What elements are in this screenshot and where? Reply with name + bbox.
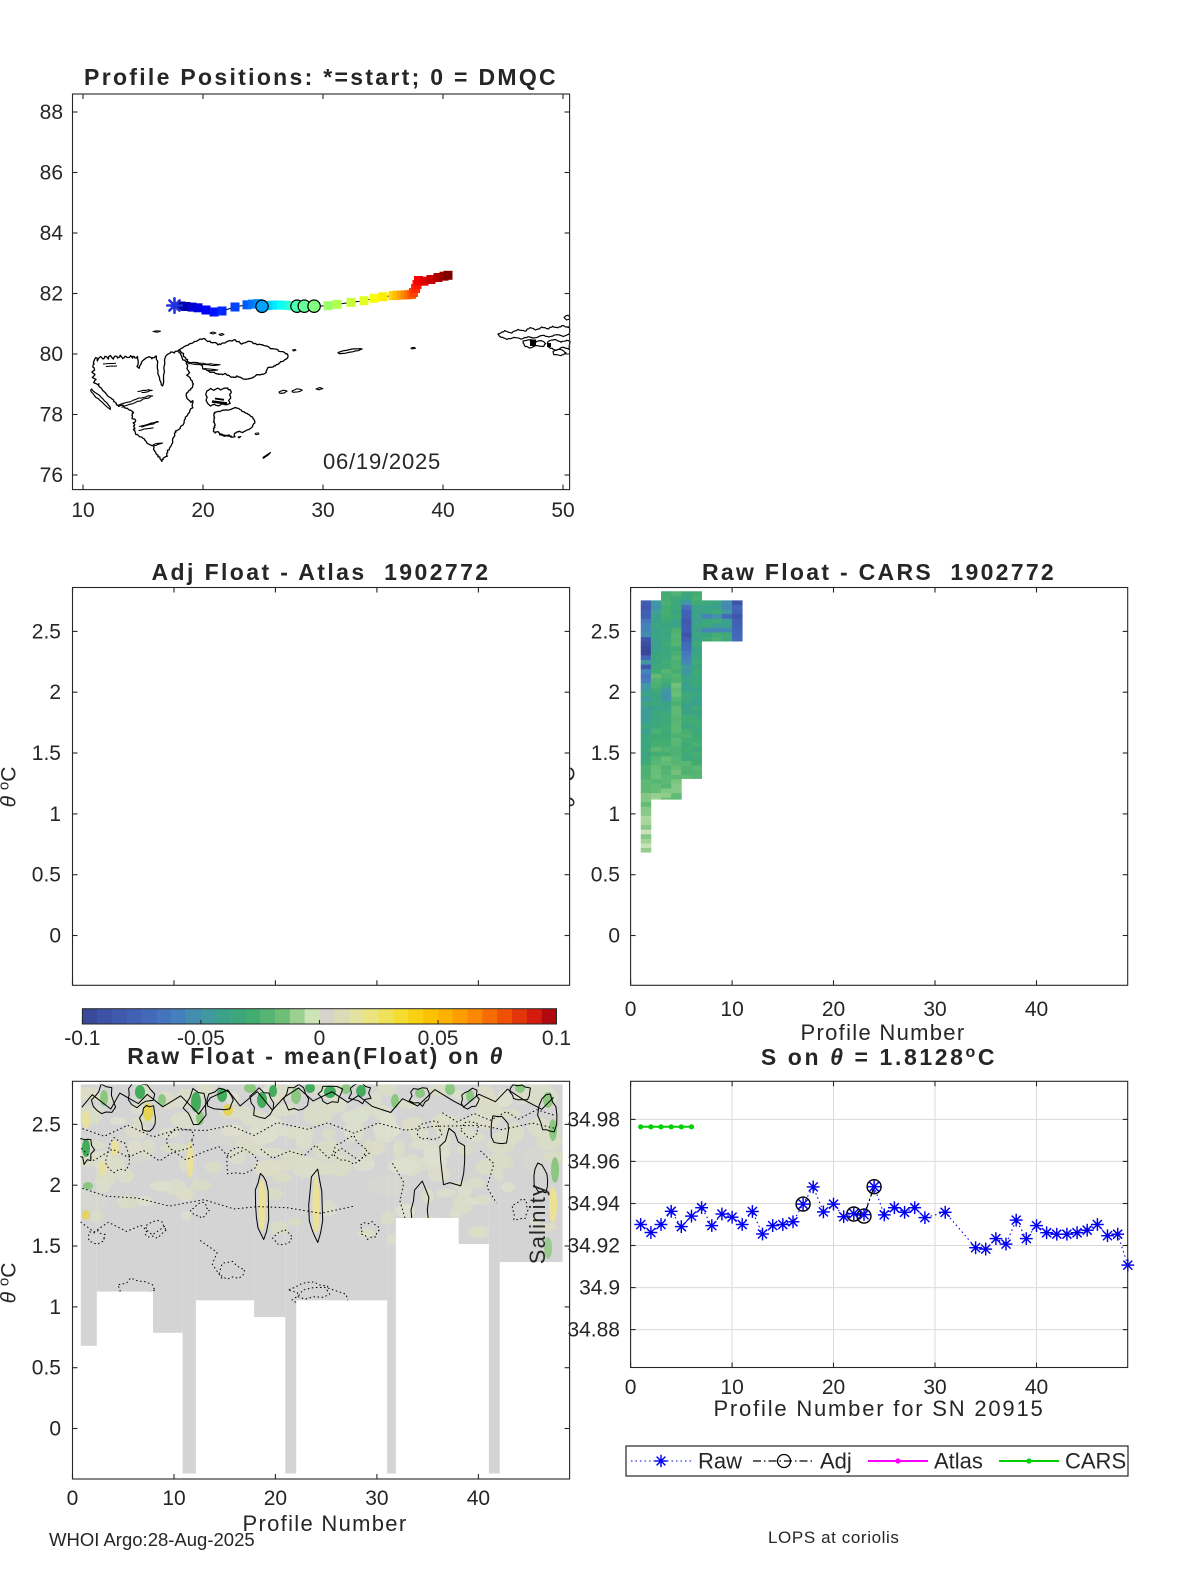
- svg-text:-0.1: -0.1: [64, 1027, 100, 1050]
- svg-text:0.1: 0.1: [542, 1027, 571, 1050]
- svg-text:40: 40: [1025, 998, 1048, 1021]
- svg-text:30: 30: [923, 1376, 946, 1399]
- svg-text:0.5: 0.5: [32, 1357, 61, 1380]
- svg-text:Adj Float - Atlas 1902772: Adj Float - Atlas 1902772: [152, 559, 491, 585]
- svg-text:20: 20: [191, 499, 214, 522]
- svg-text:0.5: 0.5: [32, 864, 61, 887]
- svg-text:2: 2: [49, 681, 61, 704]
- svg-text:2.5: 2.5: [32, 1113, 61, 1136]
- svg-text:34.88: 34.88: [567, 1319, 620, 1342]
- svg-text:0: 0: [49, 1418, 61, 1441]
- svg-text:1: 1: [49, 1296, 61, 1319]
- svg-text:0.5: 0.5: [591, 864, 620, 887]
- svg-text:WHOI Argo:28-Aug-2025: WHOI Argo:28-Aug-2025: [49, 1529, 255, 1550]
- svg-text:34.92: 34.92: [567, 1235, 620, 1258]
- svg-text:06/19/2025: 06/19/2025: [323, 449, 441, 474]
- svg-text:Adj: Adj: [820, 1449, 852, 1474]
- svg-text:-0.05: -0.05: [177, 1027, 225, 1050]
- svg-text:10: 10: [71, 499, 94, 522]
- svg-text:20: 20: [822, 1376, 845, 1399]
- svg-text:34.94: 34.94: [567, 1193, 620, 1216]
- svg-text:2: 2: [608, 681, 620, 704]
- svg-text:10: 10: [162, 1487, 185, 1510]
- svg-text:0.05: 0.05: [418, 1027, 459, 1050]
- svg-text:84: 84: [40, 222, 64, 245]
- svg-text:1: 1: [49, 803, 61, 826]
- svg-text:Profile Positions: *=start; 0: Profile Positions: *=start; 0 = DMQC: [84, 64, 558, 90]
- svg-text:Raw Float - CARS 1902772: Raw Float - CARS 1902772: [702, 559, 1056, 585]
- svg-text:30: 30: [311, 499, 334, 522]
- svg-text:20: 20: [822, 998, 845, 1021]
- svg-text:2: 2: [49, 1174, 61, 1197]
- svg-text:2.5: 2.5: [32, 620, 61, 643]
- svg-text:Raw Float - mean(Float) on θ: Raw Float - mean(Float) on θ: [127, 1043, 505, 1069]
- svg-text:θ oC: θ oC: [0, 1263, 21, 1304]
- svg-text:Profile Number for SN 20915: Profile Number for SN 20915: [713, 1396, 1044, 1421]
- svg-text:0: 0: [625, 1376, 637, 1399]
- svg-text:Profile Number: Profile Number: [243, 1511, 408, 1536]
- svg-text:10: 10: [720, 998, 743, 1021]
- svg-text:86: 86: [40, 162, 63, 185]
- svg-text:CARS: CARS: [1065, 1449, 1126, 1474]
- svg-text:0: 0: [625, 998, 637, 1021]
- svg-text:80: 80: [40, 343, 63, 366]
- svg-text:Atlas: Atlas: [934, 1449, 983, 1474]
- svg-text:θ oC: θ oC: [0, 767, 21, 808]
- svg-text:34.96: 34.96: [567, 1150, 620, 1173]
- svg-text:1: 1: [608, 803, 620, 826]
- svg-text:2.5: 2.5: [591, 620, 620, 643]
- svg-text:1.5: 1.5: [591, 742, 620, 765]
- svg-text:Profile Number: Profile Number: [801, 1020, 966, 1045]
- svg-text:82: 82: [40, 283, 63, 306]
- svg-text:Raw: Raw: [698, 1449, 742, 1474]
- svg-text:10: 10: [720, 1376, 743, 1399]
- svg-text:34.98: 34.98: [567, 1108, 620, 1131]
- svg-text:LOPS at coriolis: LOPS at coriolis: [768, 1528, 899, 1547]
- svg-text:Salinity: Salinity: [525, 1184, 550, 1265]
- svg-text:S on θ = 1.8128oC: S on θ = 1.8128oC: [761, 1044, 997, 1070]
- svg-text:30: 30: [365, 1487, 388, 1510]
- svg-text:20: 20: [264, 1487, 287, 1510]
- svg-text:76: 76: [40, 464, 63, 487]
- svg-text:40: 40: [1025, 1376, 1048, 1399]
- svg-text:78: 78: [40, 404, 63, 427]
- svg-text:0: 0: [608, 925, 620, 948]
- svg-text:40: 40: [467, 1487, 490, 1510]
- svg-text:40: 40: [431, 499, 454, 522]
- svg-text:30: 30: [923, 998, 946, 1021]
- svg-text:0: 0: [67, 1487, 79, 1510]
- svg-text:1.5: 1.5: [32, 742, 61, 765]
- svg-text:0: 0: [314, 1027, 326, 1050]
- svg-text:1.5: 1.5: [32, 1235, 61, 1258]
- svg-text:34.9: 34.9: [579, 1277, 620, 1300]
- svg-text:0: 0: [49, 925, 61, 948]
- svg-text:50: 50: [551, 499, 574, 522]
- svg-text:88: 88: [40, 101, 63, 124]
